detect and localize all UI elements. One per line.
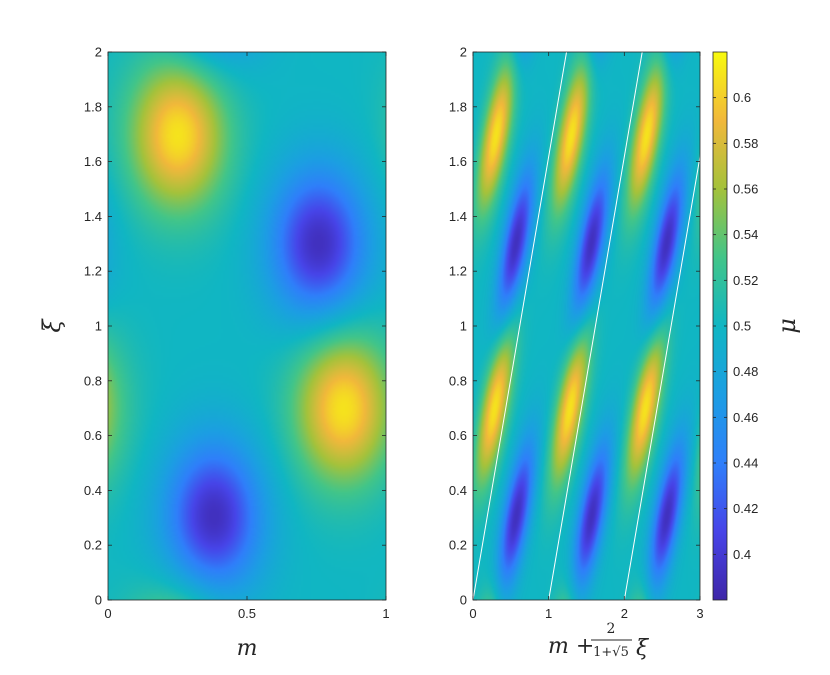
right-panel: 0 1 2 3 0 0.2 0.4 0.6 0.8 1 1.2 1.4 1.6 1.8 2 m + 2 1… [449, 45, 704, 662]
left-ytick-label: 0.4 [84, 483, 102, 498]
colorbar-tick-label: 0.56 [733, 182, 758, 197]
colorbar: 0.4 0.42 0.44 0.46 0.48 0.5 0.52 0.54 0.56 0.58 0.… [712, 51, 801, 601]
colorbar-tick-label: 0.6 [733, 90, 751, 105]
right-ytick-label: 1.8 [449, 99, 467, 114]
right-ytick-label: 1 [460, 319, 467, 334]
left-ytick-label: 1.6 [84, 154, 102, 169]
right-x-ticks: 0 1 2 3 [469, 52, 704, 621]
colorbar-tick-label: 0.52 [733, 273, 758, 288]
right-ytick-label: 0.2 [449, 538, 467, 553]
right-ytick-label: 1.4 [449, 209, 467, 224]
right-ytick-label: 2 [460, 45, 467, 60]
right-ytick-label: 0 [460, 593, 467, 608]
right-heatmap-image [473, 52, 700, 600]
boundary-line [623, 153, 700, 600]
left-y-ticks: 0 0.2 0.4 0.6 0.8 1 1.2 1.4 1.6 1.8 2 [84, 45, 386, 608]
left-ytick-label: 0.2 [84, 538, 102, 553]
colorbar-tick-label: 0.4 [733, 547, 751, 562]
right-xlabel-xi: ξ [636, 636, 650, 661]
right-ytick-label: 1.2 [449, 264, 467, 279]
colorbar-tick-label: 0.46 [733, 410, 758, 425]
right-xtick-label: 2 [621, 606, 628, 621]
right-y-ticks: 0 0.2 0.4 0.6 0.8 1 1.2 1.4 1.6 1.8 2 [449, 45, 700, 608]
right-xlabel-m: m + [548, 634, 594, 659]
right-xlabel-denominator: 1+√5 [593, 645, 629, 660]
right-ytick-label: 0.8 [449, 373, 467, 388]
left-xtick-label: 0.5 [238, 606, 256, 621]
left-panel: 0 0.5 1 00.20.40.60.811.21.41.61.82 m ξ [38, 45, 390, 662]
left-x-ticks: 0 0.5 1 [104, 52, 390, 621]
right-xtick-label: 0 [469, 606, 476, 621]
boundary-line [473, 52, 568, 600]
right-xlabel: m + 2 1+√5 ξ [548, 621, 650, 661]
left-ytick-label: 0.8 [84, 373, 102, 388]
colorbar-tick-label: 0.48 [733, 364, 758, 379]
left-ytick-label: 0.6 [84, 428, 102, 443]
left-xlabel: m [237, 636, 258, 661]
colorbar-label: μ [773, 318, 801, 334]
colorbar-tick-label: 0.58 [733, 136, 758, 151]
colorbar-gradient [713, 52, 727, 600]
colorbar-tick-label: 0.54 [733, 227, 758, 242]
left-ytick-label: 1 [95, 319, 102, 334]
colorbar-tick-label: 0.42 [733, 501, 758, 516]
left-ylabel: ξ [38, 318, 66, 333]
colorbar-tick-label: 0.44 [733, 456, 758, 471]
colorbar-tick-label: 0.5 [733, 319, 751, 334]
left-ytick-label: 1.8 [84, 99, 102, 114]
boundary-line [548, 52, 643, 600]
left-xtick-label: 1 [382, 606, 389, 621]
left-xtick-label: 0 [104, 606, 111, 621]
right-ytick-label: 0.4 [449, 483, 467, 498]
right-xtick-label: 3 [696, 606, 703, 621]
right-xlabel-numerator: 2 [607, 621, 616, 637]
boundary-lines [473, 52, 700, 600]
left-ytick-label: 0 [95, 593, 102, 608]
right-xtick-label: 1 [545, 606, 552, 621]
right-ytick-label: 0.6 [449, 428, 467, 443]
right-ytick-label: 1.6 [449, 154, 467, 169]
left-ytick-label: 1.4 [84, 209, 102, 224]
colorbar-ticks: 0.4 0.42 0.44 0.46 0.48 0.5 0.52 0.54 0.56 0.58 0.… [713, 90, 758, 562]
left-ytick-label: 2 [95, 45, 102, 60]
left-ytick-label: 1.2 [84, 264, 102, 279]
left-heatmap-image [108, 52, 386, 600]
